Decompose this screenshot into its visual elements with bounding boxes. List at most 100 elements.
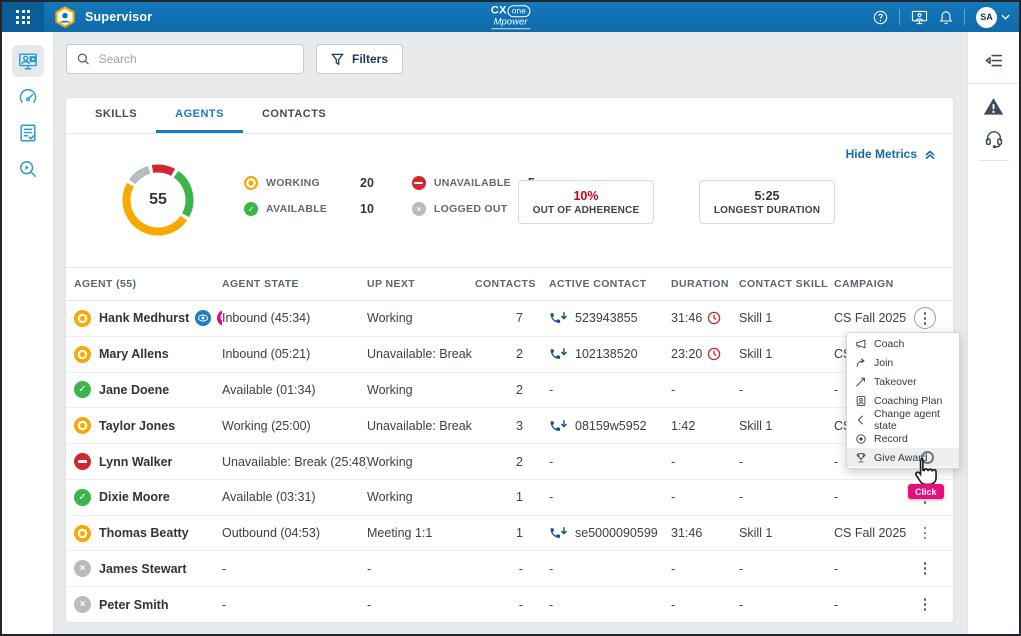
cxone-mpower-logo: CX one Mpower bbox=[490, 4, 531, 29]
row-actions-cell bbox=[906, 594, 945, 616]
rail-divider bbox=[967, 83, 1019, 84]
donut-segment-available bbox=[122, 164, 194, 236]
context-menu-item-coach[interactable]: Coach bbox=[847, 334, 959, 353]
duration-cell: - bbox=[671, 562, 739, 576]
search-input[interactable] bbox=[98, 52, 293, 66]
rail-item-report[interactable] bbox=[12, 117, 44, 149]
user-menu-button[interactable]: SA bbox=[976, 6, 1010, 28]
donut-segment-logged-out bbox=[122, 164, 194, 236]
search-box[interactable] bbox=[66, 44, 304, 74]
legend-item-loggedout: ×LOGGED OUT5 bbox=[411, 202, 535, 216]
up-next-cell: Meeting 1:1 bbox=[367, 526, 433, 541]
notifications-bell-icon[interactable] bbox=[939, 10, 953, 25]
col-active-contact[interactable]: ACTIVE CONTACT bbox=[549, 278, 647, 290]
screen-monitor-badge bbox=[217, 310, 222, 326]
contact-skill-cell: - bbox=[739, 454, 744, 469]
legend-item-working: WORKING 20 bbox=[244, 176, 374, 190]
change-agent-state-icon bbox=[855, 410, 867, 430]
tab-agents[interactable]: AGENTS bbox=[156, 98, 243, 133]
row-actions-cell bbox=[906, 558, 945, 580]
duration-cell: 1:42 bbox=[671, 419, 739, 433]
duration-cell: - bbox=[671, 598, 739, 612]
col-campaign[interactable]: CAMPAIGN bbox=[834, 278, 894, 290]
filters-label: Filters bbox=[352, 52, 389, 66]
metric-cards: 10% OUT OF ADHERENCE 5:25 LONGEST DURATION bbox=[518, 180, 835, 224]
table-row: × James Stewart - - - - - - - bbox=[66, 551, 953, 588]
col-up-next[interactable]: UP NEXT bbox=[367, 278, 416, 290]
context-menu-item-change-agent-state[interactable]: Change agent state bbox=[847, 408, 959, 432]
col-contact-skill[interactable]: CONTACT SKILL bbox=[739, 278, 828, 290]
rail-item-headset[interactable] bbox=[978, 122, 1010, 154]
duration-value: - bbox=[671, 382, 676, 397]
legend-item-unavailable: UNAVAILABLE5 bbox=[411, 176, 535, 190]
rail-item-alerts-warning[interactable] bbox=[978, 90, 1010, 122]
coaching-plan-icon bbox=[855, 391, 867, 411]
active-contact-value: 523943855 bbox=[575, 311, 638, 326]
main-content: Filters SKILLS AGENTS CONTACTS 55 WORKING 2… bbox=[54, 32, 967, 634]
logo-cx-text: CX bbox=[490, 4, 507, 17]
legend-label: UNAVAILABLE bbox=[433, 177, 511, 189]
col-agent-state[interactable]: AGENT STATE bbox=[222, 278, 299, 290]
right-utility-rail bbox=[967, 32, 1019, 634]
legend-label: WORKING bbox=[266, 177, 321, 189]
campaign-cell: - bbox=[834, 382, 839, 397]
hide-metrics-button[interactable]: Hide Metrics bbox=[846, 147, 936, 161]
agent-state-cell: - bbox=[222, 597, 227, 612]
rail-item-search-monitor[interactable] bbox=[12, 153, 44, 185]
rail-item-collapse-panel[interactable] bbox=[978, 45, 1010, 77]
active-contact-value: - bbox=[549, 490, 554, 505]
agent-state-cell: Inbound (05:21) bbox=[222, 347, 311, 362]
logo-mpower-text: Mpower bbox=[490, 17, 531, 29]
duration-value: 23:20 bbox=[671, 347, 703, 362]
help-icon[interactable] bbox=[873, 10, 888, 25]
campaign-cell: CS Fall 2025 bbox=[834, 526, 906, 541]
agent-name: Taylor Jones bbox=[99, 418, 176, 433]
tab-contacts[interactable]: CONTACTS bbox=[243, 98, 345, 133]
row-actions-cell bbox=[906, 522, 945, 544]
duration-value: 31:46 bbox=[671, 526, 703, 541]
rail-item-dashboard-gauge[interactable] bbox=[12, 81, 44, 113]
tab-skills[interactable]: SKILLS bbox=[76, 98, 156, 133]
double-chevron-up-icon bbox=[925, 150, 935, 160]
context-menu-item-join[interactable]: Join bbox=[847, 353, 959, 372]
context-menu-item-label: Record bbox=[874, 432, 908, 445]
donut-legend: WORKING 20 ✓ AVAILABLE 10 UNAVAILABLE5 × LOGGED… bbox=[244, 176, 535, 216]
inbound-call-icon bbox=[549, 526, 568, 540]
available-status-icon: ✓ bbox=[74, 381, 91, 399]
row-kebab-menu-button[interactable] bbox=[914, 522, 936, 544]
table-row: Lynn Walker Unavailable: Break (25:48) Wor… bbox=[66, 444, 953, 480]
screen-share-icon[interactable] bbox=[911, 10, 928, 25]
loggedout-status-icon: × bbox=[74, 596, 91, 614]
agent-cell: × Peter Smith bbox=[74, 596, 222, 614]
legend-value: 10 bbox=[360, 202, 374, 216]
row-kebab-menu-button[interactable] bbox=[914, 558, 936, 580]
active-contact-cell: 08159w5952 bbox=[549, 419, 671, 433]
rail-item-supervisor-monitor[interactable] bbox=[11, 45, 44, 77]
working-status-icon bbox=[74, 417, 91, 435]
context-menu-item-label: Takeover bbox=[874, 375, 917, 388]
context-menu-item-give-award[interactable]: Give Award bbox=[847, 448, 959, 467]
available-status-icon: ✓ bbox=[74, 488, 91, 506]
duration-value: - bbox=[671, 561, 676, 576]
row-kebab-menu-button[interactable] bbox=[914, 594, 936, 616]
legend-label: LOGGED OUT bbox=[433, 203, 508, 215]
agent-state-cell: Available (01:34) bbox=[222, 382, 316, 397]
active-contact-cell: - bbox=[549, 455, 671, 469]
col-agent[interactable]: AGENT (55) bbox=[74, 278, 137, 290]
active-contact-value: 102138520 bbox=[575, 347, 638, 362]
col-duration[interactable]: DURATION bbox=[671, 278, 729, 290]
col-contacts[interactable]: CONTACTS bbox=[475, 278, 536, 290]
row-kebab-menu-button[interactable] bbox=[914, 307, 936, 330]
context-menu-item-coaching-plan[interactable]: Coaching Plan bbox=[847, 391, 959, 410]
context-menu-item-record[interactable]: Record bbox=[847, 429, 959, 448]
agent-cell: ✓ Jane Doene bbox=[74, 381, 222, 399]
up-next-cell: Working bbox=[367, 382, 413, 397]
unavailable-status-icon bbox=[411, 176, 426, 190]
agent-cell: ✓ Dixie Moore bbox=[74, 488, 222, 506]
app-launcher-button[interactable] bbox=[2, 2, 44, 32]
filter-funnel-icon bbox=[331, 53, 344, 65]
filters-button[interactable]: Filters bbox=[316, 44, 404, 74]
context-menu-item-takeover[interactable]: Takeover bbox=[847, 372, 959, 391]
give-award-icon bbox=[855, 448, 867, 468]
